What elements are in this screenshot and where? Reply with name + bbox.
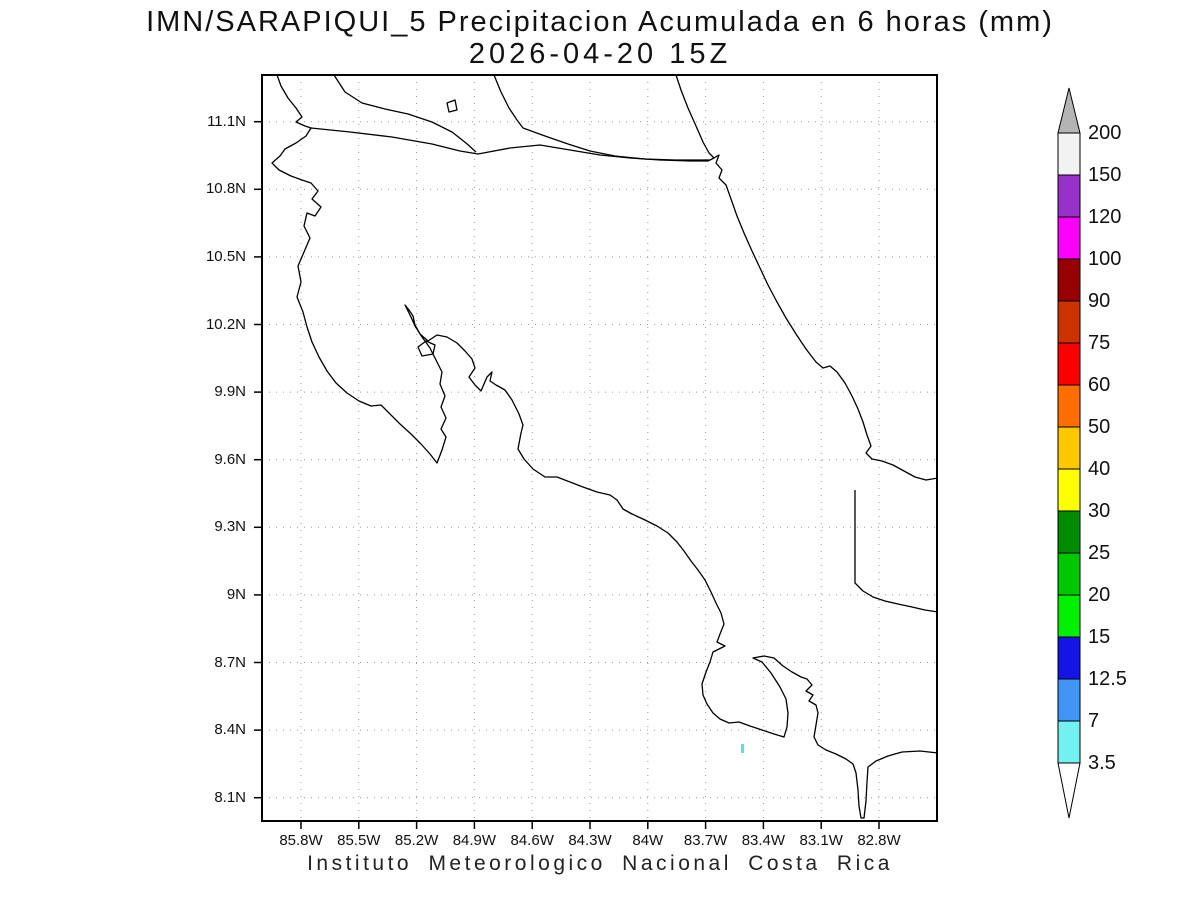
colorbar-level-label: 75: [1088, 332, 1111, 354]
colorbar-level-label: 7: [1088, 710, 1100, 732]
caribbean-coastline: [675, 74, 939, 481]
x-axis-label: 83.4W: [741, 832, 786, 849]
y-axis-label: 11.1N: [207, 112, 246, 130]
footer-credit: Instituto Meteorologico Nacional Costa R…: [307, 852, 893, 875]
colorbar-band: [1057, 552, 1081, 596]
y-axis-label: 9.3N: [214, 518, 246, 536]
x-axis-label: 85.8W: [279, 832, 323, 849]
colorbar-level-label: 50: [1088, 416, 1111, 438]
colorbar-level-label: 25: [1088, 542, 1111, 564]
y-axis-label: 10.2N: [205, 315, 246, 333]
colorbar-level-label: 12.5: [1088, 668, 1127, 690]
x-axis-label: 82.8W: [857, 832, 901, 849]
colorbar-over-arrow: [1057, 87, 1081, 134]
x-axis-label: 85.2W: [394, 832, 439, 849]
valid-time-subtitle: 2026-04-20 15Z: [468, 38, 732, 70]
colorbar-level-label: 15: [1088, 626, 1111, 648]
colorbar-level-label: 3.5: [1088, 752, 1116, 774]
x-axis-label: 84W: [632, 832, 664, 849]
isla-chira: [417, 340, 436, 357]
solentiname-island: [446, 99, 458, 113]
colorbar-band: [1057, 132, 1081, 176]
x-axis-label: 83.1W: [799, 832, 843, 849]
colorbar-band: [1057, 636, 1081, 680]
y-axis-label: 9.9N: [214, 383, 246, 401]
pacific-coastline: [271, 74, 939, 819]
colorbar-band: [1057, 468, 1081, 512]
colorbar-band: [1057, 720, 1081, 764]
colorbar-band: [1057, 678, 1081, 722]
colorbar-band: [1057, 258, 1081, 302]
panama-border: [854, 490, 939, 613]
plot-frame: [261, 74, 938, 822]
colorbar-level-label: 200: [1088, 122, 1122, 144]
colorbar-level-label: 120: [1088, 206, 1122, 228]
nicaragua-border-san-juan: [310, 127, 715, 162]
y-axis-label: 8.7N: [214, 653, 246, 671]
colorbar-level-label: 20: [1088, 584, 1111, 606]
y-axis-label: 9N: [226, 585, 246, 603]
x-axis-label: 84.3W: [568, 832, 612, 849]
colorbar-band: [1057, 426, 1081, 470]
colorbar-band: [1057, 300, 1081, 344]
colorbar-level-label: 100: [1088, 248, 1122, 270]
colorbar-band: [1057, 594, 1081, 638]
colorbar-level-label: 30: [1088, 500, 1111, 522]
x-axis-label: 83.7W: [683, 832, 728, 849]
y-axis-label: 8.1N: [214, 788, 246, 806]
colorbar-under-arrow: [1057, 762, 1081, 819]
colorbar-band: [1057, 384, 1081, 428]
page-title: IMN/SARAPIQUI_5 Precipitacion Acumulada …: [146, 6, 1054, 38]
x-axis-label: 85.5W: [337, 832, 381, 849]
colorbar-band: [1057, 216, 1081, 260]
colorbar-level-label: 150: [1088, 164, 1122, 186]
y-axis-label: 9.6N: [214, 450, 246, 468]
y-axis-label: 10.8N: [205, 180, 246, 198]
colorbar-level-label: 60: [1088, 374, 1111, 396]
lake-nicaragua-south-shore: [333, 74, 477, 153]
precip-cell-3p5-7mm: [741, 744, 744, 753]
colorbar-band: [1057, 174, 1081, 218]
lake-nicaragua-east-shore-river: [493, 74, 710, 161]
colorbar-band: [1057, 342, 1081, 386]
y-axis-label: 10.5N: [205, 247, 246, 265]
y-axis-label: 8.4N: [214, 721, 246, 739]
colorbar-level-label: 40: [1088, 458, 1111, 480]
x-axis-label: 84.9W: [452, 832, 497, 849]
x-axis-label: 84.6W: [510, 832, 554, 849]
colorbar-band: [1057, 510, 1081, 554]
colorbar-level-label: 90: [1088, 290, 1111, 312]
